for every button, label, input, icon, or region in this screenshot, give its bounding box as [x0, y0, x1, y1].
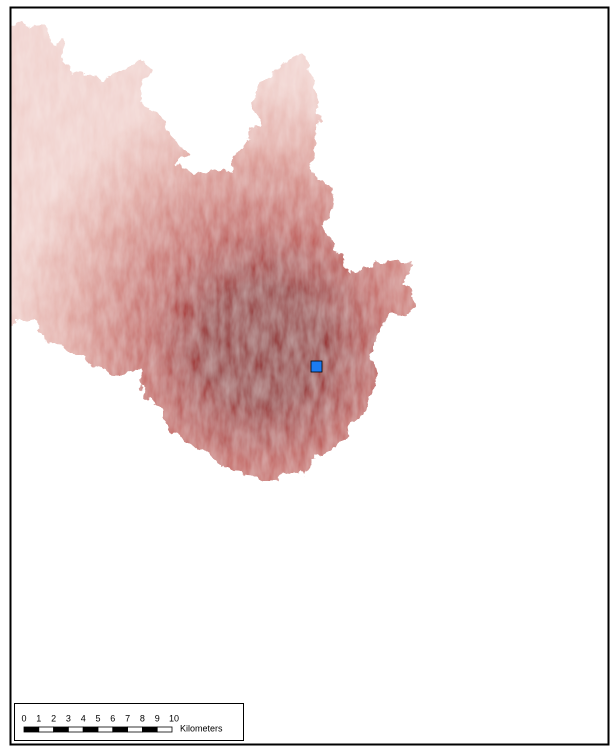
scale-segment [157, 727, 172, 732]
scale-tick-label: 6 [110, 713, 115, 723]
scale-segment [68, 727, 83, 732]
scale-segment [39, 727, 54, 732]
scale-tick-label: 5 [95, 713, 100, 723]
site-marker [311, 361, 322, 372]
scale-tick-label: 8 [140, 713, 145, 723]
scale-segment [83, 727, 98, 732]
page: Kilometers 012345678910 (() => { const d… [0, 0, 613, 749]
scale-tick-label: 9 [155, 713, 160, 723]
scale-unit: Kilometers [180, 723, 223, 733]
scale-segment [24, 727, 39, 732]
scale-segment [128, 727, 143, 732]
scale-segment [142, 727, 157, 732]
scale-segment [98, 727, 113, 732]
scale-tick-label: 2 [51, 713, 56, 723]
scale-tick-label: 10 [169, 713, 179, 723]
map: Kilometers 0123456789 10 [0, 0, 613, 749]
scale-tick-label: 7 [125, 713, 130, 723]
scale-tick-label: 4 [81, 713, 86, 723]
scale-tick-label: 1 [36, 713, 41, 723]
scale-segment [113, 727, 128, 732]
scale-segment [54, 727, 69, 732]
scale-tick-label: 3 [66, 713, 71, 723]
scale-tick-label: 0 [21, 713, 26, 723]
